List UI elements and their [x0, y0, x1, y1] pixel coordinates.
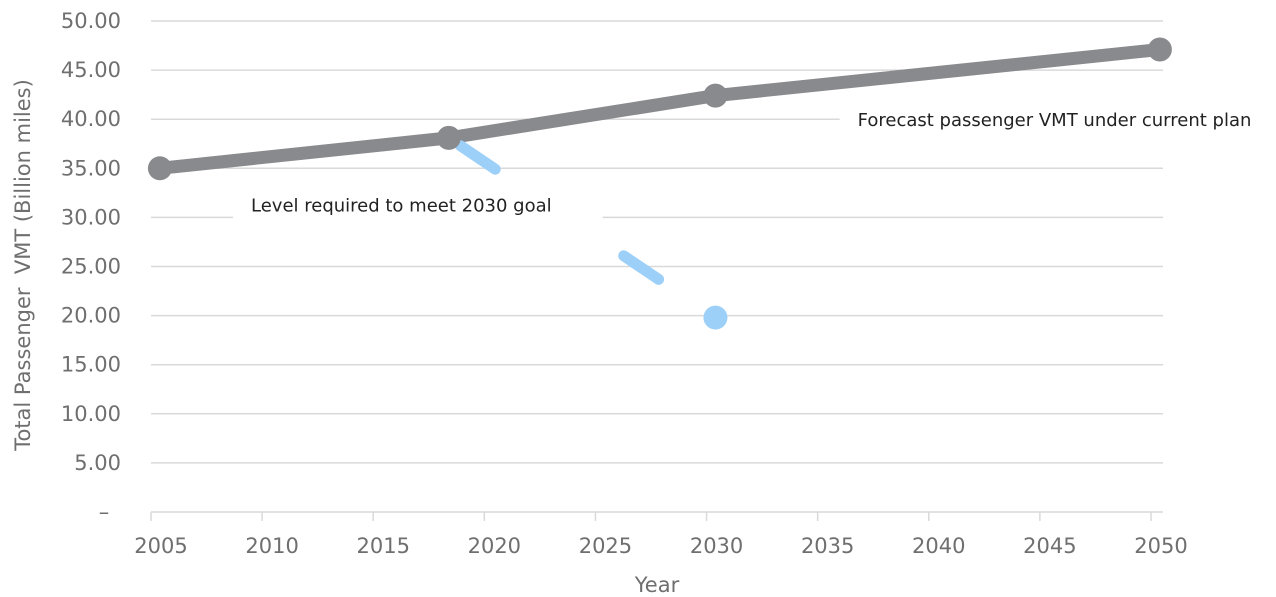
annotations: Forecast passenger VMT under current pla…	[251, 110, 1251, 216]
x-tick-label: 2005	[134, 534, 187, 558]
y-tick-label: 15.00	[61, 353, 121, 377]
forecast-data-point	[1147, 37, 1172, 62]
y-tick-label: –	[99, 500, 110, 524]
x-tick-label: 2045	[1023, 534, 1076, 558]
forecast-data-point	[436, 125, 461, 150]
forecast-data-point	[147, 156, 172, 181]
y-tick-label: 45.00	[61, 58, 121, 82]
series	[147, 37, 1172, 330]
series-annotation: Level required to meet 2030 goal	[251, 196, 552, 217]
x-tick-label: 2040	[912, 534, 965, 558]
x-tick-label: 2035	[801, 534, 854, 558]
y-tick-label: 5.00	[74, 451, 121, 475]
x-axis-ticks: 2005 2010 2015 2020 2025 2030 2035 2040 2045 2050	[134, 534, 1187, 558]
y-tick-label: 25.00	[61, 255, 121, 279]
forecast-series-line	[153, 43, 1167, 175]
x-tick-label: 2030	[690, 534, 743, 558]
goal-series-line	[443, 132, 721, 324]
series-annotation: Forecast passenger VMT under current pla…	[858, 110, 1252, 131]
y-tick-label: 50.00	[61, 9, 121, 33]
y-tick-label: 20.00	[61, 304, 121, 328]
annotation-backdrop	[233, 190, 603, 219]
forecast-data-point	[703, 83, 728, 108]
x-tick-label: 2010	[245, 534, 298, 558]
y-axis-title: Total Passenger VMT (Billion miles)	[11, 79, 35, 452]
annotation-backdrop	[839, 105, 1276, 134]
x-axis-title: Year	[634, 573, 680, 597]
x-tick-label: 2020	[468, 534, 521, 558]
y-tick-label: 10.00	[61, 402, 121, 426]
gridlines	[150, 20, 1276, 521]
x-tick-label: 2015	[356, 534, 409, 558]
x-tick-label: 2050	[1134, 534, 1187, 558]
y-tick-label: 40.00	[61, 107, 121, 131]
y-tick-label: 35.00	[61, 156, 121, 180]
y-axis-ticks: – 5.00 10.00 15.00 20.00 25.00 30.00 35.00 40.00…	[61, 9, 121, 524]
goal-data-point	[703, 305, 728, 330]
y-tick-label: 30.00	[61, 205, 121, 229]
x-tick-label: 2025	[579, 534, 632, 558]
